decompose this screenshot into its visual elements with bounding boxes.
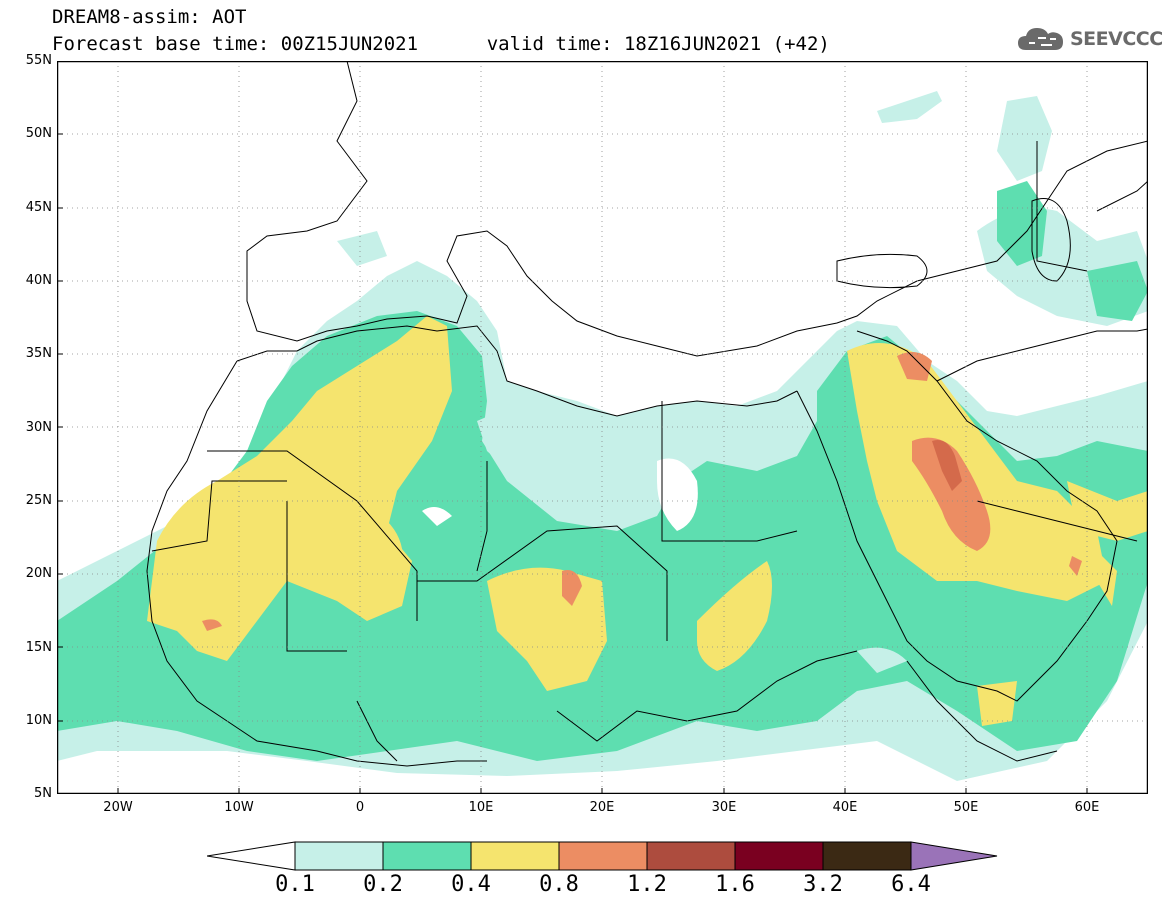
colorbar-swatch-1.6 (734, 841, 824, 871)
colorbar-swatch-1.2 (646, 841, 736, 871)
aot-map (57, 61, 1148, 794)
colorbar-tick: 1.6 (715, 872, 755, 897)
lat-label: 5N (34, 786, 52, 801)
colorbar-tick: 1.2 (627, 872, 667, 897)
lat-label: 10N (25, 713, 52, 728)
logo-text: SEEVCCC (1070, 28, 1163, 50)
lon-label: 10W (224, 800, 254, 815)
lat-label: 50N (25, 126, 52, 141)
lat-label: 30N (25, 420, 52, 435)
lon-label: 60E (1074, 800, 1100, 815)
gridlines (57, 61, 1148, 794)
lat-label: 35N (25, 346, 52, 361)
lon-label: 20W (103, 800, 133, 815)
lon-label: 0 (355, 800, 365, 815)
colorbar-tick: 0.8 (539, 872, 579, 897)
aot-contour-1.2 (932, 440, 962, 491)
lon-label: 20E (589, 800, 615, 815)
lat-label: 15N (25, 640, 52, 655)
colorbar (207, 841, 998, 871)
base-time: Forecast base time: 00Z15JUN2021 (52, 33, 419, 55)
colorbar-under-triangle (207, 841, 296, 871)
colorbar-swatch-0.1 (294, 841, 384, 871)
lon-label: 40E (832, 800, 858, 815)
aot-contour-0.8 (202, 352, 1082, 631)
lon-label: 30E (711, 800, 737, 815)
map-border (57, 61, 1148, 794)
lon-label: 50E (953, 800, 979, 815)
colorbar-tick: 0.2 (363, 872, 403, 897)
colorbar-swatch-0.2 (382, 841, 472, 871)
colorbar-tick: 0.4 (451, 872, 491, 897)
colorbar-swatch-3.2 (822, 841, 912, 871)
colorbar-swatch-0.4 (470, 841, 560, 871)
lat-label: 45N (25, 200, 52, 215)
lat-label: 20N (25, 566, 52, 581)
aot-contour-0.4 (147, 316, 1148, 726)
lat-label: 25N (25, 493, 52, 508)
lat-label: 40N (25, 273, 52, 288)
colorbar-over-triangle (910, 841, 998, 871)
lat-label: 55N (25, 53, 52, 68)
chart-title: DREAM8-assim: AOT (52, 6, 247, 28)
colorbar-tick: 6.4 (891, 872, 931, 897)
seevccc-logo: SEEVCCC (1016, 22, 1163, 56)
chart-subtitle: Forecast base time: 00Z15JUN2021 valid t… (52, 33, 830, 55)
colorbar-tick: 3.2 (803, 872, 843, 897)
colorbar-swatch-0.8 (558, 841, 648, 871)
colorbar-tick: 0.1 (275, 872, 315, 897)
valid-time: valid time: 18Z16JUN2021 (+42) (486, 33, 830, 55)
cloud-icon (1018, 28, 1063, 50)
lon-label: 10E (468, 800, 494, 815)
